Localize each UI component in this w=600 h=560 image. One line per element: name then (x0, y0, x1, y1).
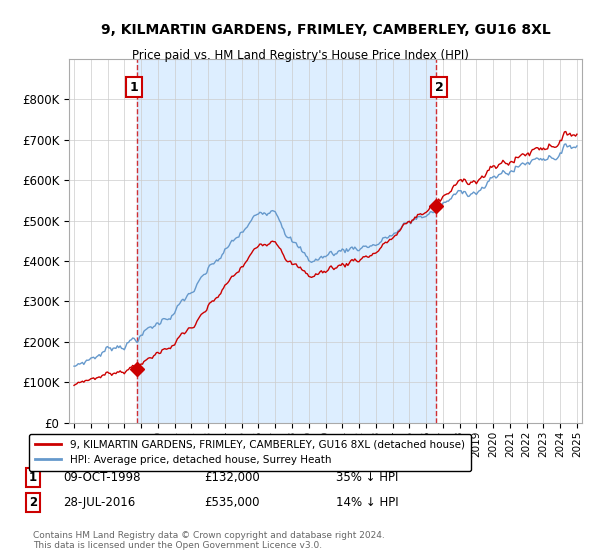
Text: 1: 1 (130, 81, 138, 94)
Text: Price paid vs. HM Land Registry's House Price Index (HPI): Price paid vs. HM Land Registry's House … (131, 49, 469, 62)
Text: 2: 2 (29, 496, 37, 509)
Text: 14% ↓ HPI: 14% ↓ HPI (336, 496, 398, 509)
Text: 35% ↓ HPI: 35% ↓ HPI (336, 470, 398, 484)
Text: 2: 2 (434, 81, 443, 94)
Text: Contains HM Land Registry data © Crown copyright and database right 2024.
This d: Contains HM Land Registry data © Crown c… (33, 531, 385, 550)
Bar (137, 59, 436, 423)
Legend: 9, KILMARTIN GARDENS, FRIMLEY, CAMBERLEY, GU16 8XL (detached house), HPI: Averag: 9, KILMARTIN GARDENS, FRIMLEY, CAMBERLEY… (29, 433, 471, 472)
Text: 28-JUL-2016: 28-JUL-2016 (63, 496, 135, 509)
Text: 09-OCT-1998: 09-OCT-1998 (63, 470, 140, 484)
Text: 1: 1 (29, 470, 37, 484)
Title: 9, KILMARTIN GARDENS, FRIMLEY, CAMBERLEY, GU16 8XL: 9, KILMARTIN GARDENS, FRIMLEY, CAMBERLEY… (101, 23, 550, 37)
Text: £535,000: £535,000 (204, 496, 260, 509)
Text: £132,000: £132,000 (204, 470, 260, 484)
